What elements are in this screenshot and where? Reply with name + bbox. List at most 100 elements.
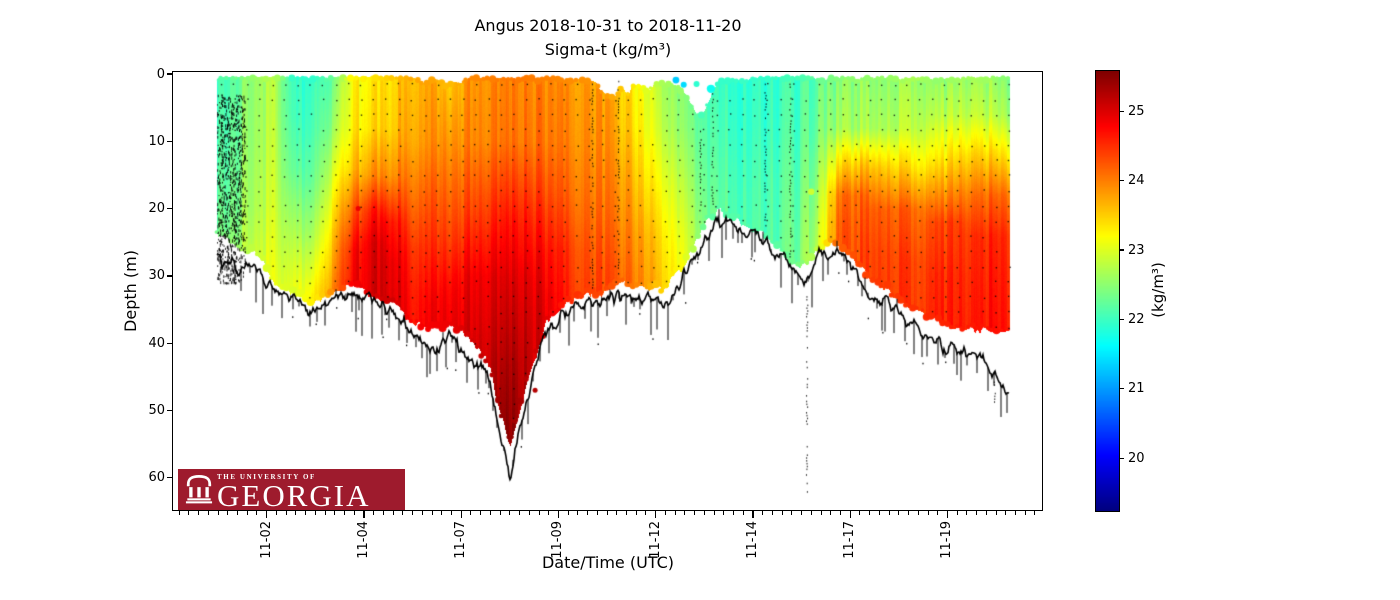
x-minor-tick bbox=[441, 511, 443, 515]
x-minor-tick bbox=[275, 511, 277, 515]
colorbar-tick bbox=[1119, 249, 1124, 251]
x-minor-tick bbox=[392, 511, 394, 515]
x-minor-tick bbox=[198, 511, 200, 515]
x-minor-tick bbox=[616, 511, 618, 515]
y-tick-label: 40 bbox=[148, 335, 165, 351]
x-major-tick bbox=[460, 511, 462, 518]
uga-logo-text: THE UNIVERSITY OF GEORGIA bbox=[217, 469, 371, 513]
x-minor-tick bbox=[596, 511, 598, 515]
x-minor-tick bbox=[976, 511, 978, 515]
y-tick-label: 0 bbox=[156, 66, 165, 82]
colorbar-tick-label: 20 bbox=[1128, 450, 1145, 466]
x-minor-tick bbox=[810, 511, 812, 515]
x-minor-tick bbox=[733, 511, 734, 515]
y-tick bbox=[167, 342, 173, 344]
x-minor-tick bbox=[548, 511, 550, 515]
x-minor-tick bbox=[645, 511, 647, 515]
x-minor-tick bbox=[499, 511, 501, 515]
x-major-tick bbox=[752, 511, 754, 518]
x-minor-tick bbox=[489, 511, 491, 515]
colorbar-tick bbox=[1119, 457, 1124, 459]
x-minor-tick bbox=[178, 511, 180, 515]
x-major-tick bbox=[557, 511, 560, 518]
x-minor-tick bbox=[684, 511, 686, 515]
x-minor-tick bbox=[626, 511, 628, 515]
colorbar-tick-label: 25 bbox=[1128, 103, 1145, 119]
x-minor-tick bbox=[519, 511, 521, 515]
x-minor-tick bbox=[781, 511, 783, 515]
colorbar-tick-label: 24 bbox=[1128, 173, 1145, 189]
x-minor-tick bbox=[985, 511, 987, 515]
x-minor-tick bbox=[791, 511, 793, 515]
x-tick-label: 11-12 bbox=[647, 521, 663, 559]
x-tick-label: 11-19 bbox=[939, 521, 955, 559]
colorbar-tick bbox=[1119, 318, 1124, 321]
colorbar-tick bbox=[1119, 180, 1124, 182]
x-major-tick bbox=[655, 511, 657, 518]
x-minor-tick bbox=[1024, 511, 1026, 515]
x-minor-tick bbox=[966, 511, 968, 515]
x-minor-tick bbox=[820, 511, 822, 515]
colorbar-canvas bbox=[1096, 71, 1119, 511]
x-minor-tick bbox=[801, 511, 803, 515]
x-minor-tick bbox=[237, 511, 239, 515]
x-minor-tick bbox=[674, 511, 676, 515]
uga-logo: THE UNIVERSITY OF GEORGIA bbox=[178, 469, 405, 513]
x-minor-tick bbox=[295, 511, 297, 515]
x-minor-tick bbox=[859, 511, 861, 515]
x-minor-tick bbox=[713, 511, 715, 515]
x-minor-tick bbox=[324, 511, 326, 515]
x-minor-tick bbox=[246, 511, 248, 515]
x-minor-tick bbox=[528, 511, 530, 515]
x-minor-tick bbox=[353, 511, 355, 515]
x-minor-tick bbox=[878, 511, 880, 515]
x-major-tick bbox=[946, 511, 949, 518]
x-minor-tick bbox=[373, 511, 375, 515]
x-minor-tick bbox=[869, 511, 871, 515]
x-tick-label: 11-17 bbox=[842, 521, 858, 559]
x-minor-tick bbox=[509, 511, 511, 515]
colorbar-tick-label: 23 bbox=[1128, 242, 1145, 258]
x-tick-label: 11-14 bbox=[744, 521, 760, 559]
x-minor-tick bbox=[382, 511, 384, 515]
colorbar-tick-label: 21 bbox=[1128, 381, 1145, 397]
x-minor-tick bbox=[606, 511, 608, 515]
x-minor-tick bbox=[305, 511, 307, 515]
x-major-tick bbox=[266, 511, 268, 518]
y-tick-label: 20 bbox=[148, 201, 165, 217]
y-tick bbox=[167, 208, 173, 210]
colorbar-tick bbox=[1119, 388, 1124, 390]
x-tick-label: 11-02 bbox=[258, 521, 274, 559]
x-minor-tick bbox=[839, 511, 841, 515]
x-minor-tick bbox=[412, 511, 414, 515]
x-minor-tick bbox=[927, 511, 929, 515]
x-tick-label: 11-04 bbox=[355, 521, 371, 559]
x-minor-tick bbox=[723, 511, 725, 515]
y-tick-label: 10 bbox=[148, 133, 165, 149]
x-minor-tick bbox=[256, 511, 258, 515]
y-tick bbox=[167, 477, 173, 479]
uga-logo-line2: GEORGIA bbox=[217, 478, 371, 513]
x-minor-tick bbox=[188, 511, 190, 515]
x-major-tick bbox=[849, 511, 851, 518]
colorbar-label: (kg/m³) bbox=[1149, 262, 1167, 318]
colorbar-tick bbox=[1119, 110, 1124, 112]
x-minor-tick bbox=[450, 511, 452, 515]
x-minor-tick bbox=[217, 511, 219, 515]
y-tick bbox=[167, 275, 173, 277]
y-tick bbox=[167, 140, 173, 142]
x-minor-tick bbox=[995, 511, 997, 515]
uga-arch-icon bbox=[185, 475, 213, 504]
x-minor-tick bbox=[421, 511, 423, 515]
x-major-tick bbox=[363, 511, 365, 518]
x-minor-tick bbox=[1005, 511, 1007, 515]
x-minor-tick bbox=[937, 511, 939, 515]
plot-subtitle: Sigma-t (kg/m³) bbox=[544, 40, 672, 59]
x-minor-tick bbox=[694, 511, 696, 515]
y-axis-label: Depth (m) bbox=[121, 250, 140, 332]
x-tick-label: 11-07 bbox=[453, 521, 469, 559]
y-tick bbox=[167, 73, 173, 75]
x-minor-tick bbox=[908, 511, 910, 515]
x-minor-tick bbox=[227, 511, 229, 515]
